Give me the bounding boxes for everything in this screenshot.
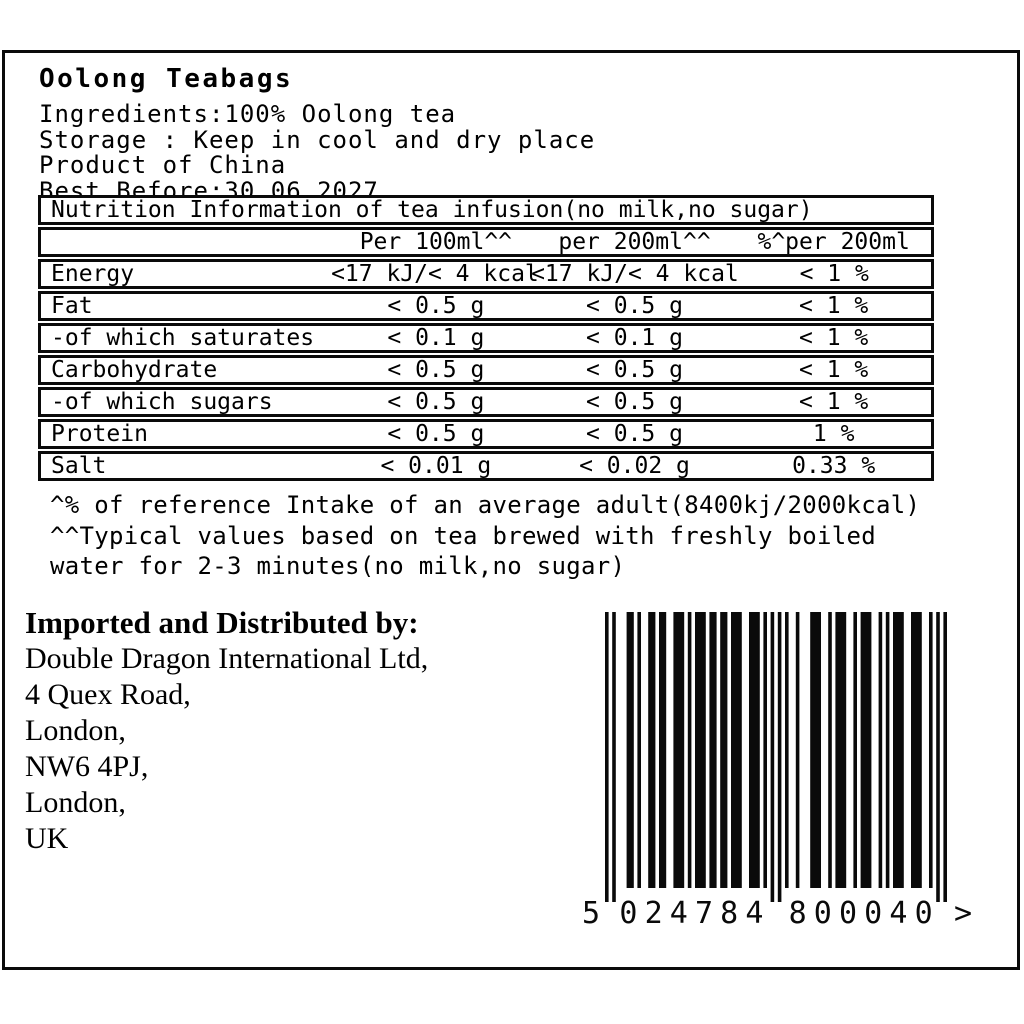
- svg-text:2: 2: [645, 896, 663, 930]
- value-pct: < 1 %: [799, 389, 869, 415]
- table-row-salt: Salt < 0.01 g < 0.02 g 0.33 %: [38, 451, 934, 481]
- svg-text:5: 5: [583, 896, 600, 930]
- value-per-100ml: <17 kJ/< 4 kcal: [331, 261, 539, 287]
- footnote-reference-intake: ^% of reference Intake of an average adu…: [50, 491, 921, 519]
- distributor-line: UK: [25, 822, 69, 855]
- ean13-barcode: 5 0 82 04 07 08 44 0 >: [583, 612, 972, 930]
- column-header-per-200ml: per 200ml^^: [558, 229, 711, 255]
- row-label: -of which sugars: [51, 389, 273, 415]
- ingredients-line: Ingredients:100% Oolong tea: [39, 100, 457, 128]
- svg-text:0: 0: [619, 896, 637, 930]
- value-per-200ml: < 0.02 g: [579, 453, 690, 479]
- nutrition-table-header-row: Per 100ml^^ per 200ml^^ %^per 200ml: [38, 227, 934, 257]
- svg-text:8: 8: [720, 896, 738, 930]
- value-per-200ml: < 0.5 g: [586, 421, 683, 447]
- table-row-fat: Fat < 0.5 g < 0.5 g < 1 %: [38, 291, 934, 321]
- distributor-line: NW6 4PJ,: [25, 750, 149, 783]
- value-per-200ml: < 0.5 g: [586, 389, 683, 415]
- svg-text:4: 4: [670, 896, 688, 930]
- value-per-200ml: < 0.1 g: [586, 325, 683, 351]
- value-per-100ml: < 0.1 g: [387, 325, 485, 351]
- row-label: Carbohydrate: [51, 357, 218, 383]
- distributor-line: Double Dragon International Ltd,: [25, 642, 429, 675]
- distributor-block: Imported and Distributed by: Double Drag…: [25, 605, 428, 857]
- value-per-100ml: < 0.01 g: [380, 453, 492, 479]
- svg-text:4: 4: [889, 896, 907, 930]
- svg-text:0: 0: [915, 896, 933, 930]
- column-header-pct-per-200ml: %^per 200ml: [757, 229, 910, 255]
- row-label: -of which saturates: [51, 325, 315, 351]
- value-per-200ml: < 0.5 g: [586, 357, 683, 383]
- value-per-100ml: < 0.5 g: [387, 389, 485, 415]
- svg-text:0: 0: [814, 896, 832, 930]
- row-label: Fat: [51, 293, 93, 319]
- value-per-100ml: < 0.5 g: [387, 421, 485, 447]
- distributor-line: London,: [25, 786, 126, 819]
- value-pct: 1 %: [812, 421, 855, 447]
- column-header-per-100ml: Per 100ml^^: [359, 229, 513, 255]
- value-pct: < 1 %: [799, 293, 869, 319]
- nutrition-table-title-row: Nutrition Information of tea infusion(no…: [38, 195, 934, 225]
- column-header-blank: [41, 230, 339, 254]
- distributor-heading: Imported and Distributed by:: [25, 605, 419, 640]
- value-pct: 0.33 %: [792, 453, 876, 479]
- value-pct: < 1 %: [799, 325, 869, 351]
- row-label: Protein: [51, 421, 148, 447]
- svg-text:0: 0: [839, 896, 857, 930]
- table-row-carbohydrate: Carbohydrate < 0.5 g < 0.5 g < 1 %: [38, 355, 934, 385]
- footnotes: ^% of reference Intake of an average adu…: [50, 490, 920, 582]
- value-per-100ml: < 0.5 g: [387, 357, 485, 383]
- value-per-200ml: < 0.5 g: [586, 293, 683, 319]
- value-per-200ml: <17 kJ/< 4 kcal: [531, 261, 739, 287]
- label-border-box: Oolong Teabags Ingredients:100% Oolong t…: [2, 50, 1020, 970]
- footnote-typical-values-line1: ^^Typical values based on tea brewed wit…: [50, 521, 876, 550]
- footnote-typical-values-line2: water for 2-3 minutes(no milk,no sugar): [50, 552, 626, 580]
- nutrition-table-title: Nutrition Information of tea infusion(no…: [51, 197, 813, 223]
- value-per-100ml: < 0.5 g: [387, 293, 485, 319]
- svg-text:8: 8: [789, 896, 807, 930]
- table-row-saturates: -of which saturates < 0.1 g < 0.1 g < 1 …: [38, 323, 934, 353]
- table-row-protein: Protein < 0.5 g < 0.5 g 1 %: [38, 419, 934, 449]
- distributor-line: 4 Quex Road,: [25, 678, 191, 711]
- value-pct: < 1 %: [799, 261, 869, 287]
- svg-text:7: 7: [695, 896, 713, 930]
- product-name: Oolong Teabags: [39, 64, 294, 94]
- row-label: Energy: [51, 261, 135, 287]
- origin-line: Product of China: [39, 151, 287, 179]
- distributor-line: London,: [25, 714, 126, 747]
- table-row-energy: Energy <17 kJ/< 4 kcal <17 kJ/< 4 kcal <…: [38, 259, 934, 289]
- svg-text:4: 4: [745, 896, 763, 930]
- row-label: Salt: [51, 453, 107, 479]
- svg-text:0: 0: [864, 896, 882, 930]
- svg-text:>: >: [954, 896, 972, 930]
- label-header: Oolong Teabags Ingredients:100% Oolong t…: [39, 64, 595, 204]
- value-pct: < 1 %: [799, 357, 869, 383]
- nutrition-table: Nutrition Information of tea infusion(no…: [38, 195, 934, 483]
- storage-line: Storage : Keep in cool and dry place: [39, 125, 596, 154]
- table-row-sugars: -of which sugars < 0.5 g < 0.5 g < 1 %: [38, 387, 934, 417]
